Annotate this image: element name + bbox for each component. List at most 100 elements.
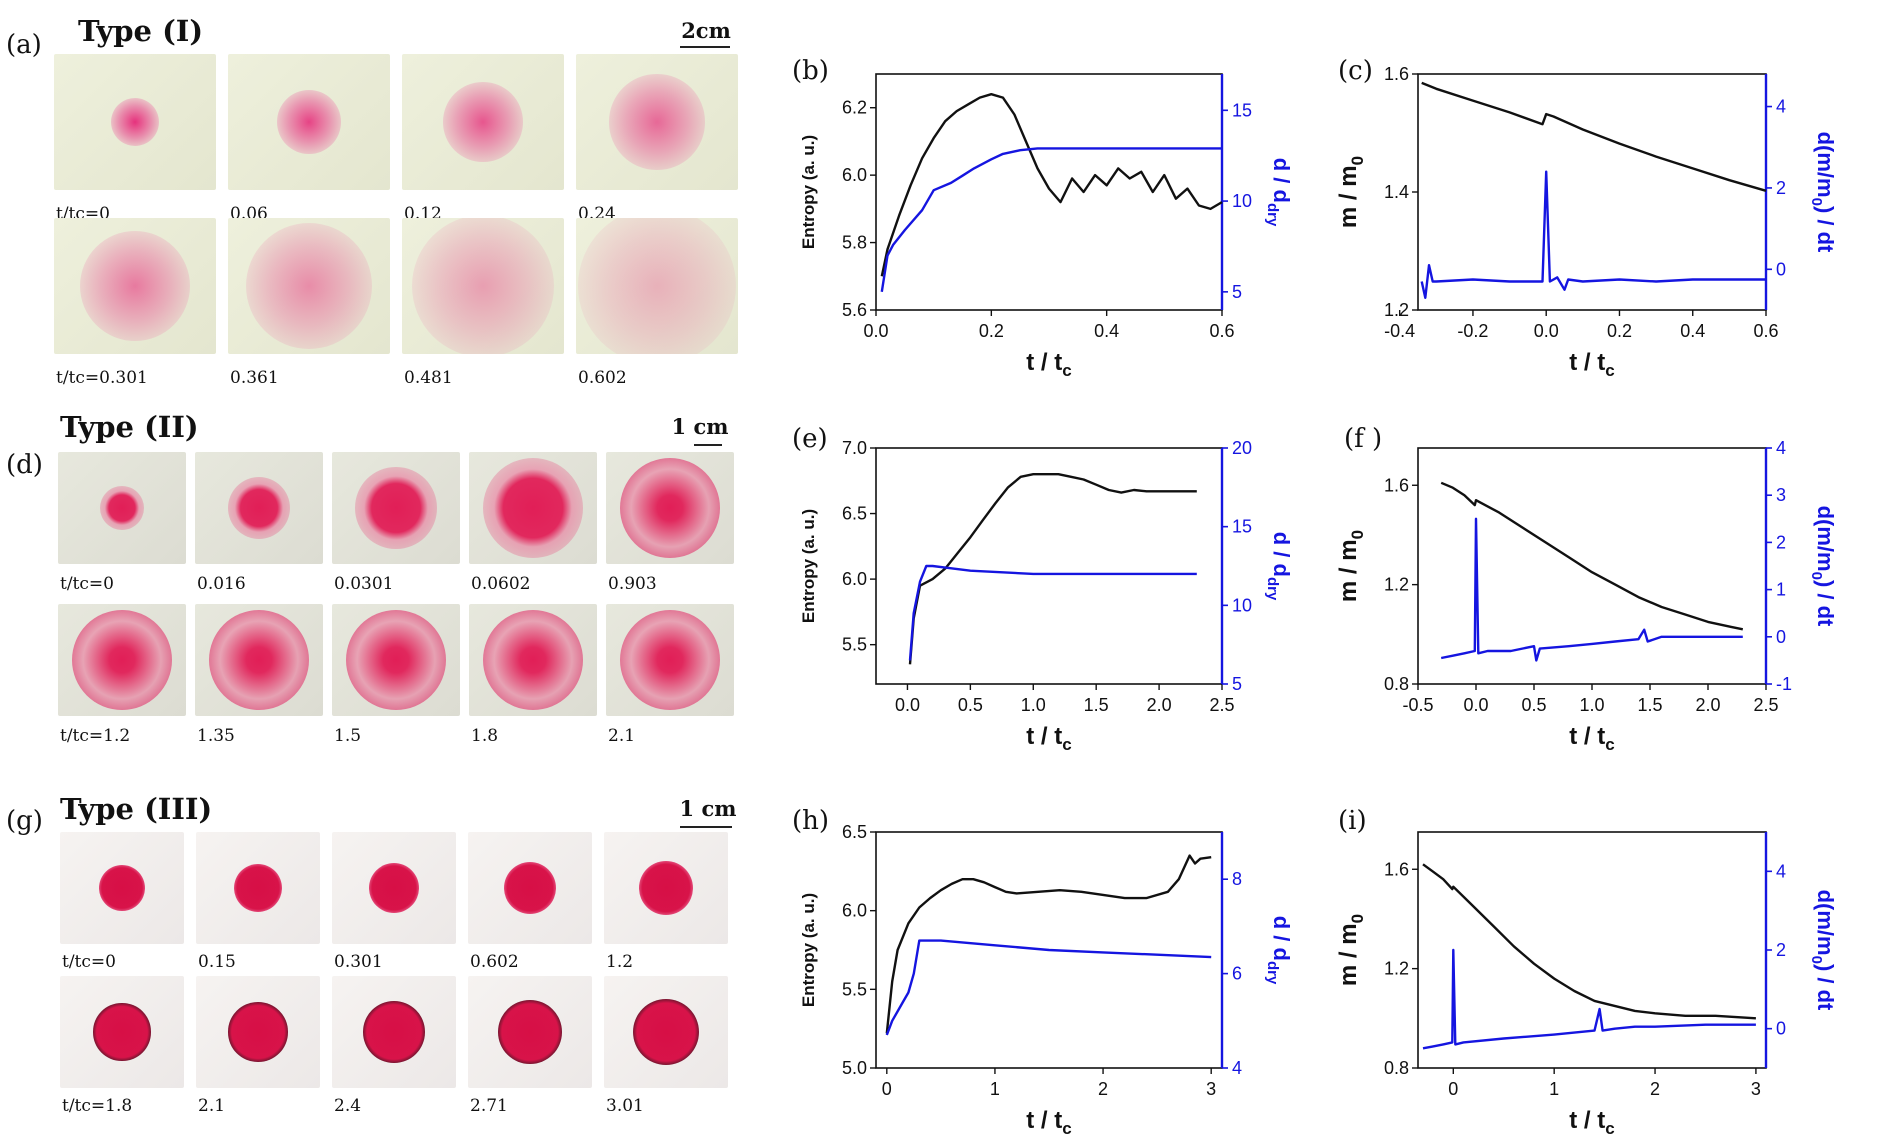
y2-tick-label: 2: [1776, 940, 1786, 960]
time-caption: 1.8: [471, 726, 499, 746]
series-line-black: [880, 92, 1223, 277]
y-tick-label: 5.0: [842, 1058, 867, 1078]
x-tick-label: 1.0: [1021, 695, 1046, 715]
x-tick-label: 0.0: [1534, 321, 1559, 341]
droplet-stain: [498, 1000, 562, 1064]
y-axis-label: m / m0: [1335, 156, 1367, 228]
droplet-stain: [346, 610, 446, 710]
droplet-stain: [638, 860, 694, 916]
scale-bar-label-3: 1 cm: [679, 796, 737, 821]
x-tick-label: -0.5: [1402, 695, 1433, 715]
y2-axis-label: d(m/m0) / dt: [1808, 132, 1838, 253]
scale-bar-1: [680, 46, 730, 48]
time-caption: t/tc=1.8: [62, 1096, 133, 1116]
y2-tick-label: 15: [1232, 517, 1252, 537]
y-tick-label: 1.6: [1384, 475, 1409, 495]
row-title-type-2: Type (II): [60, 410, 199, 444]
y-tick-label: 5.6: [842, 300, 867, 320]
y2-tick-label: 4: [1776, 861, 1786, 881]
y2-tick-label: 15: [1232, 100, 1252, 120]
y2-tick-label: 4: [1776, 438, 1786, 458]
time-caption: 0.903: [608, 574, 657, 594]
droplet-photo: [196, 832, 320, 944]
x-tick-label: 2.5: [1753, 695, 1778, 715]
time-caption: 1.5: [334, 726, 362, 746]
scale-bar-label-2: 1 cm: [671, 414, 729, 439]
droplet-stain: [363, 1001, 425, 1063]
y-tick-label: 1.2: [1384, 959, 1409, 979]
droplet-photo: [58, 452, 186, 564]
x-tick-label: 3: [1206, 1079, 1216, 1099]
y-tick-label: 6.0: [842, 569, 867, 589]
series-line-blue: [908, 564, 1197, 661]
row-title-type-1: Type (I): [78, 14, 204, 48]
time-caption: 0.0301: [334, 574, 394, 594]
time-caption: 0.301: [334, 952, 383, 972]
series-line-blue: [1440, 517, 1743, 662]
plot-frame-f: [1417, 447, 1767, 685]
time-caption: t/tc=1.2: [60, 726, 131, 746]
x-axis-label: t / tc: [1569, 1107, 1614, 1137]
x-tick-label: -0.4: [1384, 321, 1415, 341]
x-tick-label: 2: [1098, 1079, 1108, 1099]
y2-tick-label: 2: [1776, 178, 1786, 198]
y2-tick-label: 6: [1232, 964, 1242, 984]
droplet-photo: [606, 604, 734, 716]
series-line-black: [885, 854, 1212, 1034]
time-caption: 0.602: [578, 368, 627, 388]
panel-label-b: (b): [792, 56, 829, 86]
droplet-photo: [604, 976, 728, 1088]
x-tick-label: 2.0: [1147, 695, 1172, 715]
series-line-blue: [880, 147, 1222, 292]
time-caption: 3.01: [606, 1096, 644, 1116]
series-line-black: [1421, 81, 1767, 192]
scale-bar-3: [680, 826, 732, 828]
droplet-stain: [233, 863, 283, 913]
time-caption: t/tc=0: [60, 574, 114, 594]
x-axis-label: t / tc: [1569, 723, 1614, 754]
droplet-stain: [79, 230, 191, 342]
time-caption: 0.481: [404, 368, 453, 388]
x-tick-label: -0.2: [1457, 321, 1488, 341]
droplet-stain: [93, 1003, 151, 1061]
time-caption: 2.1: [198, 1096, 226, 1116]
droplet-photo: [468, 976, 592, 1088]
droplet-photo: [54, 54, 216, 190]
droplet-stain: [503, 861, 557, 915]
y-tick-label: 6.5: [842, 822, 867, 842]
droplet-stain: [483, 610, 583, 710]
droplet-stain: [99, 865, 145, 911]
droplet-stain: [578, 218, 736, 354]
x-tick-label: 0.0: [1463, 695, 1488, 715]
y2-tick-label: -1: [1776, 674, 1792, 694]
droplet-stain: [227, 476, 291, 540]
y2-axis-label: d / ddry: [1264, 532, 1294, 601]
time-caption: 0.15: [198, 952, 236, 972]
droplet-stain: [355, 467, 437, 549]
x-tick-label: 0.5: [1521, 695, 1546, 715]
y2-axis-label: d(m/m0) / dt: [1808, 506, 1838, 627]
time-caption: 1.35: [197, 726, 235, 746]
x-tick-label: 0.0: [895, 695, 920, 715]
y-tick-label: 6.5: [842, 504, 867, 524]
droplet-stain: [620, 610, 720, 710]
x-axis-label: t / tc: [1569, 349, 1614, 380]
x-tick-label: 0.2: [979, 321, 1004, 341]
x-tick-label: 2.0: [1695, 695, 1720, 715]
x-tick-label: 2: [1650, 1079, 1660, 1099]
x-tick-label: 0: [1448, 1079, 1458, 1099]
x-tick-label: 0.4: [1680, 321, 1705, 341]
y2-tick-label: 10: [1232, 595, 1252, 615]
time-caption: 0.0602: [471, 574, 531, 594]
droplet-photo: [332, 976, 456, 1088]
droplet-stain: [228, 1002, 288, 1062]
droplet-photo: [332, 452, 460, 564]
droplet-photo: [228, 54, 390, 190]
y2-tick-label: 4: [1232, 1058, 1242, 1078]
x-tick-label: 2.5: [1209, 695, 1234, 715]
droplet-photo: [606, 452, 734, 564]
y2-tick-label: 20: [1232, 438, 1252, 458]
droplet-photo: [469, 452, 597, 564]
droplet-photo: [576, 54, 738, 190]
x-tick-label: 0.4: [1094, 321, 1119, 341]
